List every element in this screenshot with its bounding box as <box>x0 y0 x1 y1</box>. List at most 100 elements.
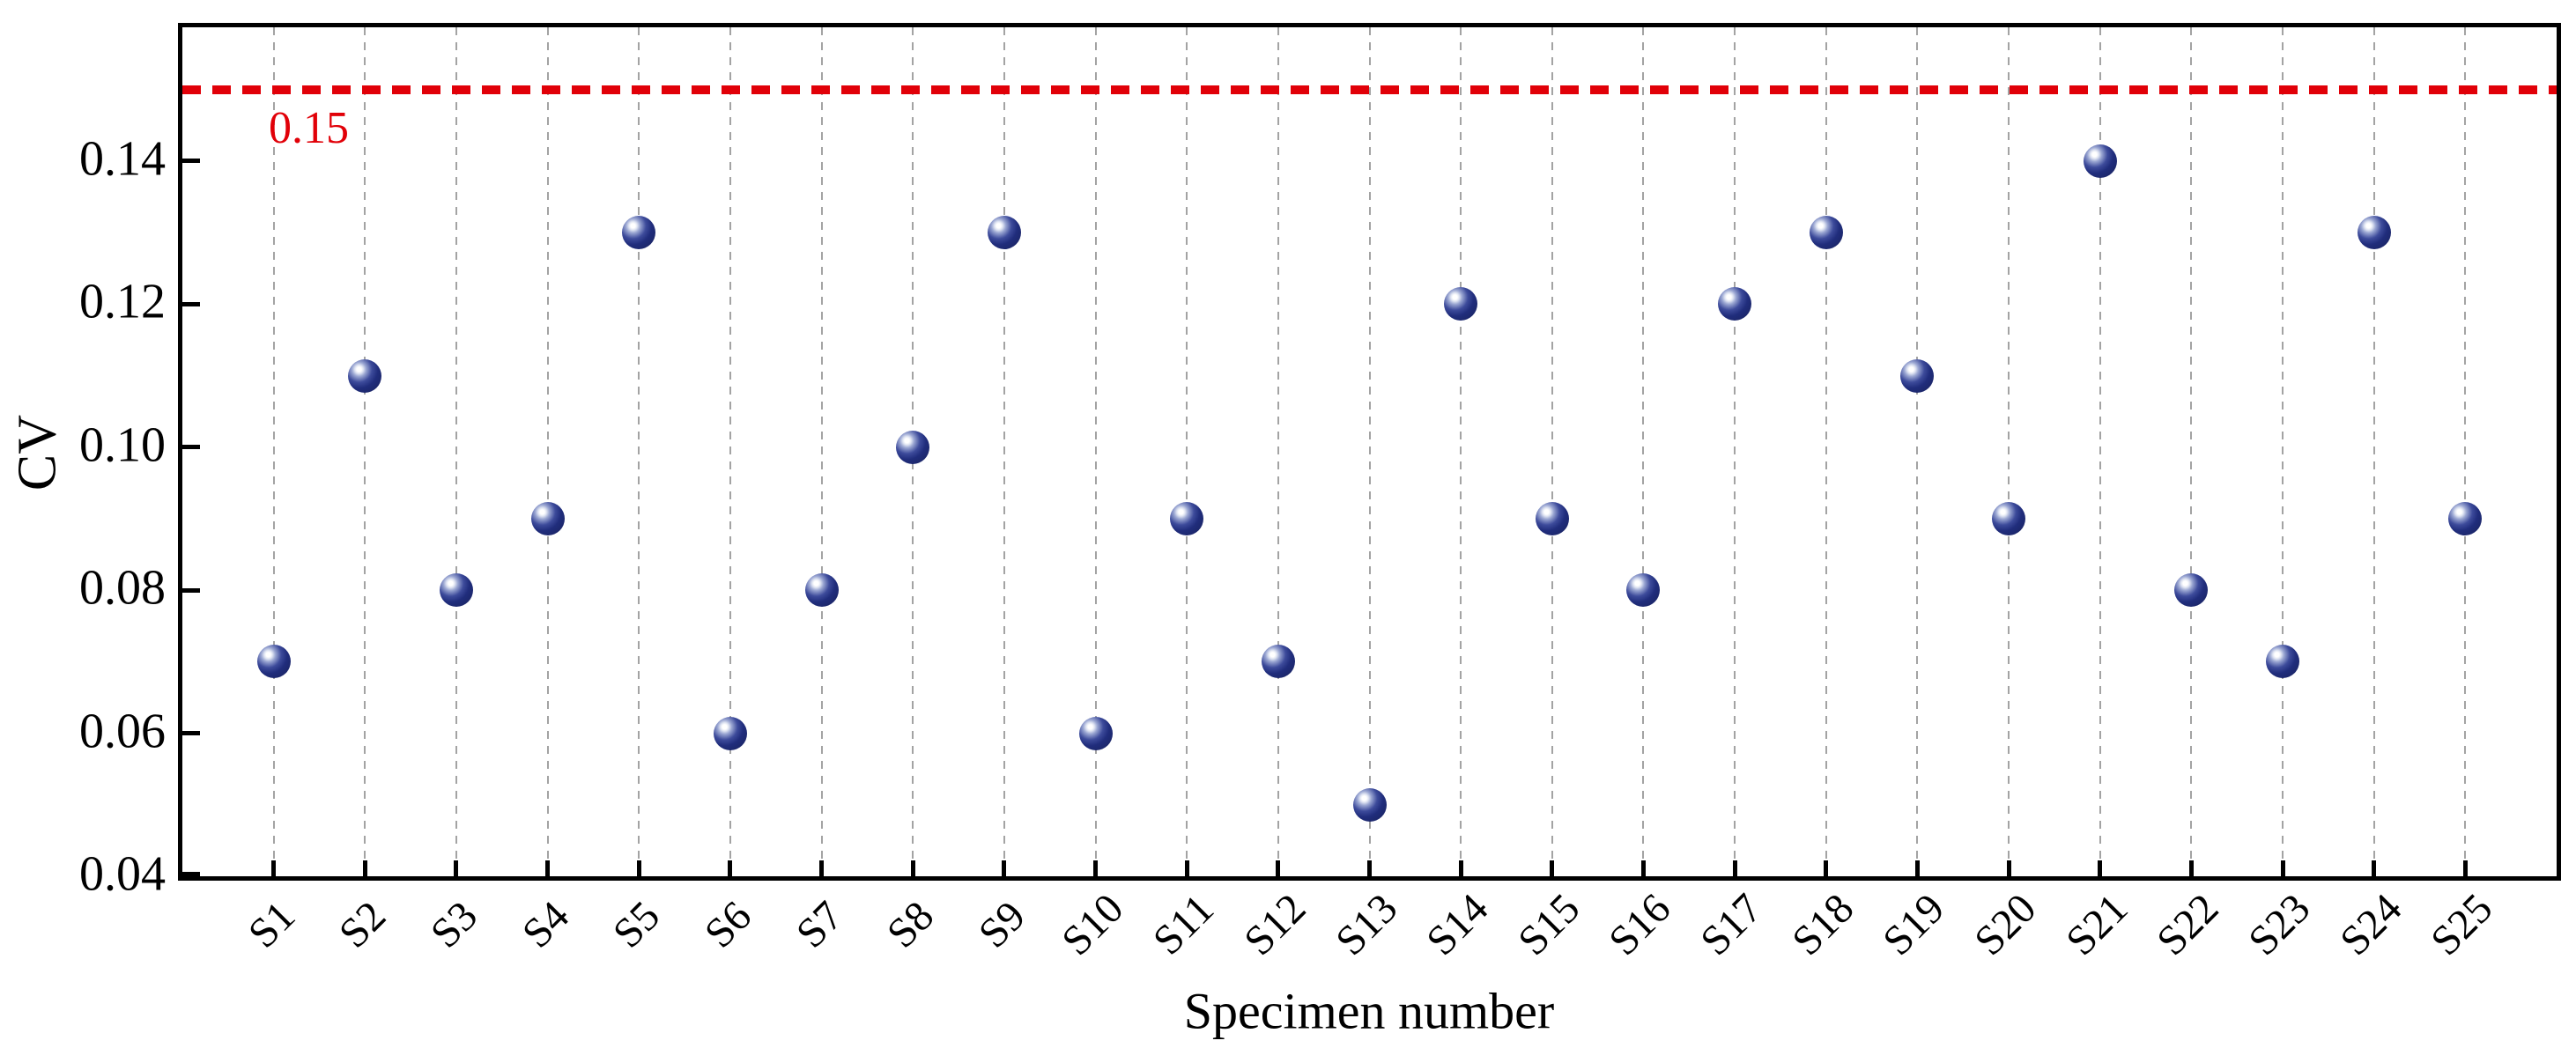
x-tick-S13 <box>1367 860 1372 876</box>
y-tick-label-0.06: 0.06 <box>79 704 166 759</box>
data-point-S25 <box>2448 501 2483 535</box>
gridline-S17 <box>1734 27 1736 876</box>
data-point-S18 <box>1809 216 1843 250</box>
gridline-S24 <box>2372 27 2375 876</box>
threshold-annotation: 0.15 <box>269 103 349 153</box>
y-tick-0.08 <box>182 587 200 593</box>
gridline-S16 <box>1642 27 1645 876</box>
x-tick-S21 <box>2098 860 2103 876</box>
data-point-S14 <box>1444 287 1478 321</box>
y-tick-0.06 <box>182 731 200 736</box>
data-point-S1 <box>256 645 291 679</box>
y-tick-label-0.12: 0.12 <box>79 274 166 329</box>
x-tick-S17 <box>1732 860 1737 876</box>
x-tick-label-S18: S18 <box>1782 884 1863 965</box>
y-tick-label-0.10: 0.10 <box>79 417 166 473</box>
x-tick-label-S23: S23 <box>2239 884 2320 965</box>
y-tick-label-0.08: 0.08 <box>79 560 166 616</box>
data-point-S20 <box>1992 501 2026 535</box>
gridline-S1 <box>272 27 275 876</box>
x-tick-S3 <box>454 860 459 876</box>
x-tick-S1 <box>271 860 277 876</box>
x-tick-S15 <box>1550 860 1555 876</box>
gridline-S6 <box>729 27 731 876</box>
data-point-S4 <box>530 501 565 535</box>
data-point-S21 <box>2083 144 2117 178</box>
x-tick-S4 <box>545 860 551 876</box>
data-point-S16 <box>1626 573 1661 608</box>
x-tick-label-S22: S22 <box>2148 884 2228 965</box>
gridline-S25 <box>2464 27 2467 876</box>
data-point-S17 <box>1718 287 1752 321</box>
x-tick-label-S7: S7 <box>787 892 852 957</box>
x-tick-label-S9: S9 <box>969 892 1035 957</box>
y-tick-0.14 <box>182 159 200 164</box>
x-tick-S2 <box>362 860 367 876</box>
x-tick-label-S15: S15 <box>1508 884 1589 965</box>
x-tick-S23 <box>2280 860 2285 876</box>
threshold-line <box>182 85 2557 94</box>
x-tick-label-S11: S11 <box>1144 885 1224 964</box>
data-point-S6 <box>713 716 747 750</box>
data-point-S13 <box>1352 787 1387 822</box>
x-tick-label-S24: S24 <box>2330 884 2411 965</box>
x-tick-label-S8: S8 <box>878 892 944 957</box>
data-point-S12 <box>1261 645 1295 679</box>
gridline-S14 <box>1460 27 1462 876</box>
gridline-S13 <box>1368 27 1371 876</box>
x-tick-S24 <box>2372 860 2377 876</box>
x-tick-S20 <box>2006 860 2011 876</box>
data-point-S19 <box>1900 358 1935 393</box>
x-tick-label-S5: S5 <box>604 892 670 957</box>
x-tick-label-S6: S6 <box>695 892 761 957</box>
x-tick-S12 <box>1276 860 1281 876</box>
data-point-S15 <box>1535 501 1569 535</box>
x-tick-S14 <box>1458 860 1463 876</box>
data-point-S11 <box>1170 501 1204 535</box>
y-tick-label-0.14: 0.14 <box>79 131 166 187</box>
x-tick-label-S1: S1 <box>239 892 304 957</box>
gridline-S12 <box>1277 27 1279 876</box>
gridline-S18 <box>1825 27 1827 876</box>
x-tick-label-S10: S10 <box>1052 884 1132 965</box>
gridline-S11 <box>1186 27 1188 876</box>
x-tick-S16 <box>1640 860 1646 876</box>
y-tick-label-0.04: 0.04 <box>79 846 166 902</box>
data-point-S3 <box>439 573 473 608</box>
x-tick-S25 <box>2462 860 2468 876</box>
gridline-S4 <box>546 27 549 876</box>
data-point-S10 <box>1078 716 1113 750</box>
y-tick-0.04 <box>182 872 200 876</box>
x-tick-S10 <box>1093 860 1099 876</box>
gridline-S3 <box>455 27 457 876</box>
gridline-S7 <box>820 27 823 876</box>
gridline-S9 <box>1003 27 1005 876</box>
y-tick-0.10 <box>182 445 200 450</box>
gridline-S10 <box>1094 27 1097 876</box>
gridline-S2 <box>364 27 366 876</box>
x-tick-label-S13: S13 <box>1326 884 1406 965</box>
y-tick-0.12 <box>182 301 200 306</box>
gridline-S23 <box>2282 27 2284 876</box>
x-tick-label-S19: S19 <box>1874 884 1954 965</box>
data-point-S23 <box>2266 645 2300 679</box>
gridline-S22 <box>2190 27 2193 876</box>
gridline-S15 <box>1551 27 1553 876</box>
gridline-S5 <box>638 27 640 876</box>
x-tick-label-S14: S14 <box>1418 884 1498 965</box>
gridline-S20 <box>2008 27 2010 876</box>
data-point-S7 <box>804 573 839 608</box>
x-tick-S22 <box>2188 860 2194 876</box>
gridline-S19 <box>1916 27 1919 876</box>
data-point-S5 <box>622 216 656 250</box>
x-tick-S19 <box>1914 860 1920 876</box>
x-tick-S9 <box>1002 860 1007 876</box>
data-point-S9 <box>987 216 1021 250</box>
x-tick-label-S2: S2 <box>330 892 396 957</box>
x-tick-label-S20: S20 <box>1965 884 2046 965</box>
x-tick-label-S16: S16 <box>1600 884 1680 965</box>
gridline-S21 <box>2099 27 2101 876</box>
x-tick-label-S4: S4 <box>513 892 578 957</box>
data-point-S22 <box>2174 573 2209 608</box>
